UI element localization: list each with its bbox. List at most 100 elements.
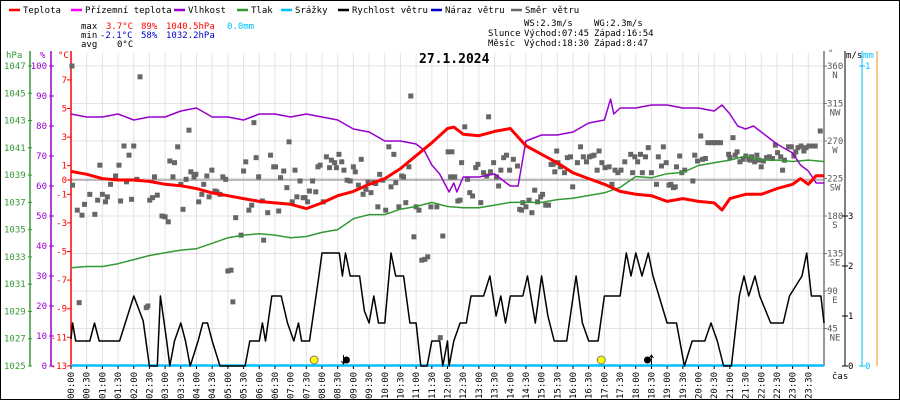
x-tick-label: 03:30 — [177, 372, 187, 399]
direction-point — [747, 157, 753, 163]
direction-point — [752, 159, 758, 165]
moonset-arrow-icon — [341, 355, 346, 365]
direction-point — [700, 156, 706, 162]
direction-point — [702, 156, 708, 161]
direction-point — [256, 174, 262, 180]
temperature-tick-label: -9 — [56, 305, 67, 315]
direction-point — [695, 158, 701, 164]
pressure-tick-label: 1031 — [4, 280, 26, 290]
x-tick-label: 16:30 — [585, 372, 595, 399]
direction-point — [383, 207, 389, 213]
x-tick-label: 14:00 — [506, 372, 516, 399]
direction-point — [167, 158, 173, 164]
direction-point — [175, 144, 181, 150]
stat-min-label: min — [81, 31, 97, 41]
direction-point — [564, 155, 570, 161]
direction-point — [780, 167, 786, 173]
direction-point — [204, 173, 210, 179]
stat-max-pressure: 1040.5hPa — [166, 22, 215, 32]
direction-point — [294, 194, 300, 200]
direction-point — [265, 210, 271, 216]
direction-point — [339, 159, 345, 165]
direction-point — [437, 335, 443, 341]
x-tick-label: 02:30 — [145, 372, 155, 399]
pressure-tick-label: 1033 — [4, 253, 26, 263]
direction-point — [150, 195, 156, 201]
direction-point — [336, 151, 342, 157]
pressure-unit: hPa — [6, 51, 22, 61]
direction-point — [365, 179, 371, 185]
direction-point — [74, 207, 80, 213]
stat-max-label: max — [81, 22, 98, 32]
direction-point — [243, 159, 249, 165]
direction-point — [223, 176, 229, 182]
direction-point — [540, 191, 546, 197]
direction-point — [732, 152, 738, 158]
direction-point — [92, 211, 98, 217]
temperature-unit: °C — [58, 51, 69, 61]
direction-point — [419, 257, 425, 263]
direction-point — [462, 124, 468, 130]
direction-point — [352, 169, 358, 175]
x-tick-label: 04:00 — [193, 372, 203, 399]
legend: Teplota Přízemní teplota Vlhkost Tlak Srážky… — [9, 6, 579, 16]
pressure-tick-label: 1047 — [4, 62, 26, 72]
direction-point — [775, 150, 781, 156]
direction-point — [639, 170, 645, 176]
direction-point — [599, 160, 605, 166]
direction-point — [225, 268, 231, 274]
direction-point — [552, 169, 558, 175]
direction-point — [284, 185, 290, 191]
direction-point — [253, 155, 259, 161]
direction-point — [583, 159, 589, 165]
direction-point — [557, 164, 563, 170]
x-tick-label: 07:00 — [287, 372, 297, 399]
direction-tick-label: 225 — [827, 175, 843, 185]
x-tick-label: 10:00 — [381, 372, 391, 399]
x-tick-label: 17:00 — [600, 372, 610, 399]
direction-point — [268, 152, 274, 158]
compass-label: E — [832, 296, 837, 306]
x-tick-label: 12:00 — [444, 372, 454, 399]
direction-point — [209, 167, 215, 173]
temperature-tick-label: -7 — [56, 276, 67, 286]
stat-min-humidity: 58% — [141, 31, 158, 41]
direction-point — [317, 162, 323, 168]
direction-point — [486, 114, 492, 120]
direction-point — [434, 204, 440, 210]
direction-point — [124, 179, 130, 185]
compass-label: SE — [830, 259, 841, 269]
compass-label: N — [832, 71, 837, 81]
wind-speed-tick-label: 0 — [848, 362, 853, 372]
direction-point — [766, 154, 772, 160]
pressure-tick-label: 1027 — [4, 335, 26, 345]
direction-point — [401, 174, 407, 180]
compass-label: S — [832, 221, 837, 231]
direction-point — [220, 174, 226, 180]
pressure-tick-label: 1025 — [4, 362, 26, 372]
x-tick-label: 19:00 — [663, 372, 673, 399]
sunrise-icon — [309, 355, 319, 365]
direction-point — [487, 169, 493, 175]
direction-point — [507, 167, 513, 173]
direction-point — [770, 156, 776, 161]
temperature-tick-label: 7 — [62, 76, 67, 86]
direction-point — [377, 171, 383, 177]
direction-point — [523, 204, 529, 210]
direction-point — [481, 170, 487, 176]
precip-tick-label: 1 — [865, 62, 870, 72]
wind-speed-tick-label: 3 — [848, 212, 853, 222]
direction-point — [425, 254, 431, 260]
direction-point — [473, 165, 479, 171]
direction-tick-label: 180 — [827, 212, 843, 222]
direction-tick-label: 45 — [827, 325, 838, 335]
x-tick-label: 13:00 — [475, 372, 485, 399]
x-tick-label: 17:30 — [616, 372, 626, 399]
direction-point — [386, 144, 392, 150]
x-tick-label: 12:30 — [459, 372, 469, 399]
direction-point — [532, 187, 538, 193]
direction-point — [323, 154, 329, 160]
temperature-tick-label: -13 — [51, 362, 67, 372]
direction-tick-label: 360 — [827, 62, 843, 72]
x-tick-label: 08:30 — [334, 372, 344, 399]
